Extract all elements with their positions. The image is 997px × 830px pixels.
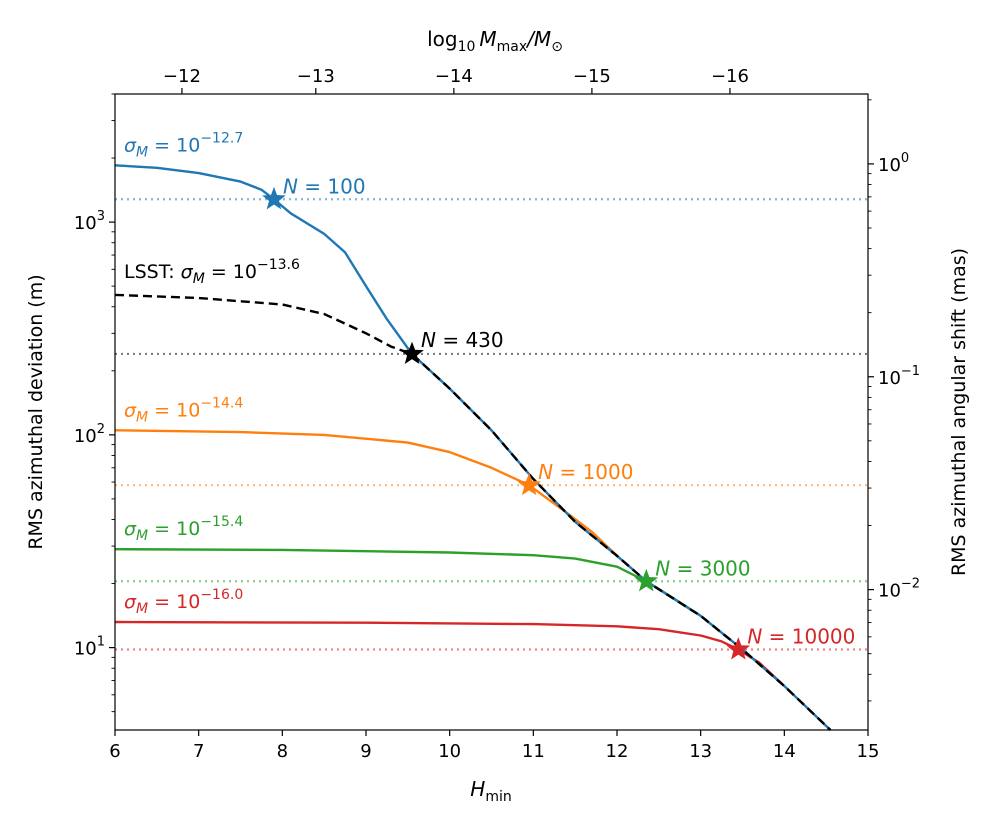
- tick-exp: 2: [97, 422, 105, 437]
- series-label-sigma_15.4: σM = 10−15.4: [124, 514, 243, 544]
- x-axis-label: Hmin: [470, 777, 511, 805]
- series-label-sigma_12.7-part: M: [136, 144, 148, 160]
- plot-content: [114, 164, 868, 731]
- lsst-label-part: σ: [181, 261, 194, 283]
- lsst-label-part: −13.6: [257, 257, 300, 273]
- tick-base: 10: [878, 368, 901, 389]
- x-tick-label: 6: [109, 741, 120, 762]
- series-label-sigma_16.0-part: −16.0: [200, 587, 243, 603]
- x-tick-label: 9: [360, 741, 371, 762]
- tick-exp: 3: [97, 209, 105, 224]
- lsst-label-part: = 10: [205, 261, 257, 283]
- series-label-sigma_16.0: σM = 10−16.0: [124, 587, 243, 617]
- series-line-sigma_15.4: [114, 548, 702, 617]
- series-label-sigma_16.0-part: σ: [124, 591, 137, 613]
- series-label-sigma_15.4-part: −15.4: [200, 514, 243, 530]
- top-tick-label: −15: [573, 66, 611, 87]
- y-left-tick-label: 103: [74, 209, 105, 234]
- series-label-sigma_14.4: σM = 10−14.4: [124, 395, 243, 425]
- x-tick-label: 11: [522, 741, 545, 762]
- y-right-tick-label: 100: [878, 151, 909, 176]
- star-label-sigma_12.7-part: = 100: [298, 174, 366, 198]
- lsst-under-line: [411, 353, 832, 731]
- series-label-sigma_14.4-part: σ: [124, 399, 137, 421]
- series-line-sigma_14.4: [114, 429, 618, 557]
- star-label-sigma_15.4-part: = 3000: [670, 556, 750, 580]
- top-tick-label: −12: [163, 66, 201, 87]
- lsst-dashed-line: [114, 293, 832, 731]
- lsst-label-part: LSST:: [124, 261, 181, 283]
- tick-base: 10: [878, 155, 901, 176]
- lsst-label: LSST: σM = 10−13.6: [124, 257, 300, 287]
- tick-base: 10: [74, 213, 97, 234]
- top-tick-label: −14: [435, 66, 473, 87]
- x-tick-label: 8: [277, 741, 288, 762]
- star-label-lsst-part: N: [421, 328, 436, 352]
- series-line-sigma_12.7: [114, 164, 413, 355]
- star-label-sigma_16.0: N = 10000: [747, 624, 855, 648]
- star-sigma_15.4: [634, 568, 659, 592]
- tick-base: 10: [74, 639, 97, 660]
- series-line-sigma_16.0: [114, 620, 786, 687]
- series-label-sigma_15.4-part: = 10: [148, 518, 200, 540]
- top-tick-label: −16: [711, 66, 749, 87]
- star-label-sigma_15.4: N = 3000: [655, 556, 750, 580]
- tick-exp: −1: [901, 364, 920, 379]
- series-label-sigma_15.4-part: σ: [124, 518, 137, 540]
- star-label-sigma_15.4-part: N: [655, 556, 670, 580]
- series-label-sigma_14.4-part: M: [136, 409, 148, 425]
- lsst-label-part: M: [193, 271, 205, 287]
- tick-base: 10: [74, 426, 97, 447]
- y-axis-left-label: RMS azimuthal deviation (m): [25, 274, 47, 549]
- series-label-sigma_16.0-part: = 10: [148, 591, 200, 613]
- y-left-tick-label: 101: [74, 635, 105, 660]
- star-label-lsst: N = 430: [421, 328, 504, 352]
- tick-exp: 0: [901, 151, 909, 166]
- series-label-sigma_14.4-part: = 10: [148, 399, 200, 421]
- series-label-sigma_12.7-part: = 10: [148, 134, 200, 156]
- star-label-sigma_16.0-part: = 10000: [762, 624, 855, 648]
- y-right-tick-label: 10−1: [878, 364, 920, 389]
- x-tick-label: 14: [773, 741, 796, 762]
- top-tick-label: −13: [297, 66, 335, 87]
- star-sigma_16.0: [726, 637, 751, 660]
- series-label-sigma_12.7-part: σ: [124, 134, 137, 156]
- y-axis-right-label: RMS azimuthal angular shift (mas): [948, 248, 970, 576]
- x-tick-label: 12: [606, 741, 629, 762]
- plot-frame: [114, 93, 869, 731]
- tick-exp: 1: [97, 635, 105, 650]
- star-label-sigma_14.4-part: N: [538, 460, 553, 484]
- y-right-tick-label: 10−2: [878, 577, 920, 602]
- y-left-tick-label: 102: [74, 422, 105, 447]
- star-lsst: [400, 341, 424, 365]
- x-tick-label: 10: [438, 741, 461, 762]
- star-label-lsst-part: = 430: [436, 328, 504, 352]
- star-label-sigma_12.7: N = 100: [283, 174, 366, 198]
- tick-exp: −2: [901, 577, 920, 592]
- star-label-sigma_14.4: N = 1000: [538, 460, 633, 484]
- series-label-sigma_14.4-part: −14.4: [200, 395, 243, 411]
- series-label-sigma_12.7-part: −12.7: [200, 130, 243, 146]
- star-label-sigma_14.4-part: = 1000: [553, 460, 633, 484]
- star-sigma_12.7: [262, 186, 286, 210]
- series-label-sigma_16.0-part: M: [136, 601, 148, 617]
- star-sigma_14.4: [517, 472, 541, 496]
- tick-base: 10: [878, 581, 901, 602]
- star-label-sigma_12.7-part: N: [283, 174, 298, 198]
- axis-ticks: 6 7 8 9 10 11 12 13 14 15−12 −13 −14 −15 −16101102103…: [74, 66, 920, 762]
- top-axis-label: log10 Mmax/M⊙: [427, 27, 563, 55]
- series-label-sigma_12.7: σM = 10−12.7: [124, 130, 243, 160]
- x-tick-label: 7: [193, 741, 204, 762]
- x-tick-label: 15: [857, 741, 880, 762]
- x-tick-label: 13: [689, 741, 712, 762]
- star-label-sigma_16.0-part: N: [747, 624, 762, 648]
- series-label-sigma_15.4-part: M: [136, 528, 148, 544]
